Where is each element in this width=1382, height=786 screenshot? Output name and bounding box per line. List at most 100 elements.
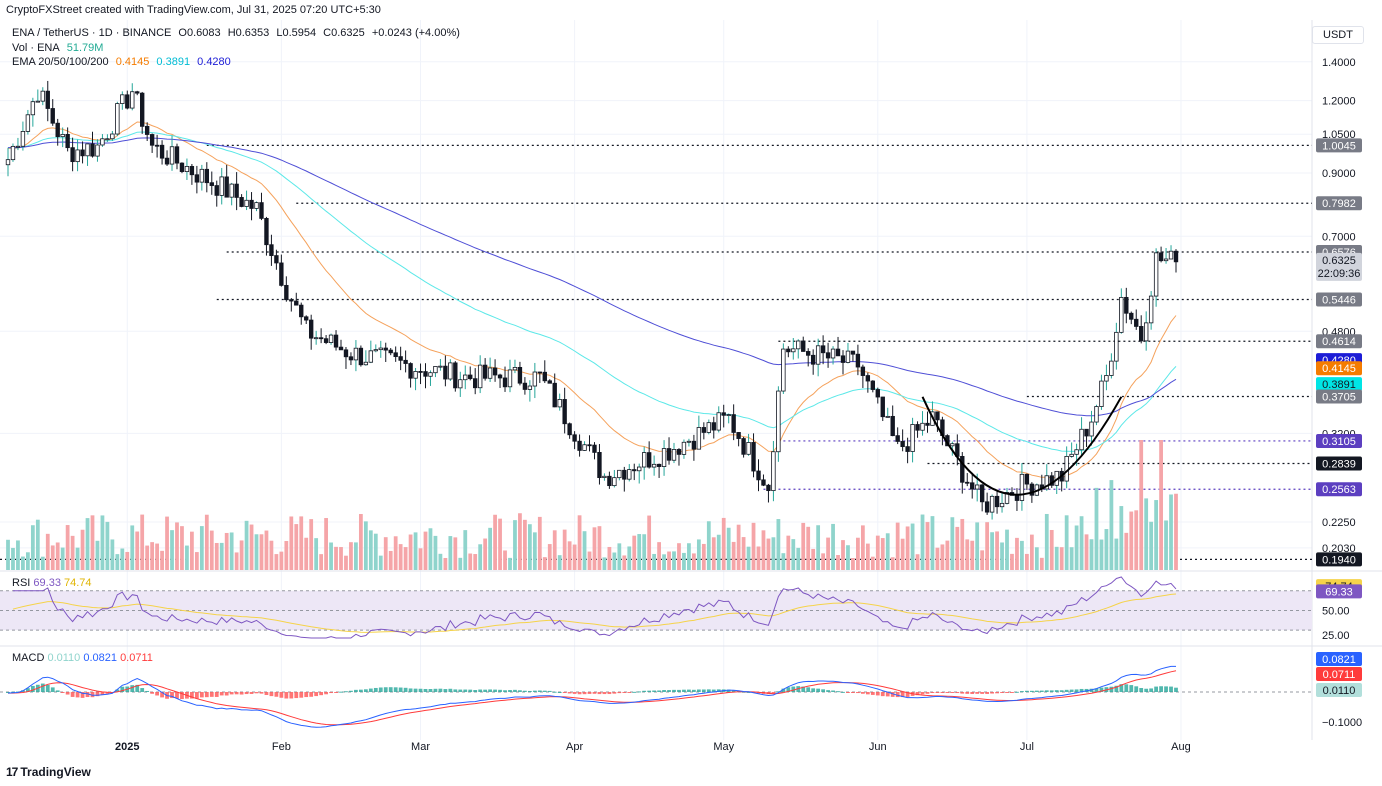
volume-bar [647,515,652,570]
candle-body [766,484,771,492]
volume-bar [523,519,527,570]
candle-body [736,432,741,439]
candle-body [135,91,140,94]
candle-body [1099,380,1104,407]
macd-histogram-bar [915,692,920,696]
volume-bar [781,553,786,570]
macd-histogram-bar [1034,690,1039,692]
price-tag: 0.3705 [1316,389,1362,404]
symbol-name[interactable]: ENA / TetherUS · 1D · BINANCE [12,27,172,39]
macd-histogram-bar [239,692,244,695]
macd-histogram-bar [373,687,378,692]
candle-body [373,349,378,352]
candle-body [179,162,185,172]
ema-legend[interactable]: EMA 20/50/100/200 0.4145 0.3891 0.4280 [12,56,235,68]
macd-histogram-bar [130,685,135,692]
volume-bar [851,557,855,570]
candle-body [323,338,329,343]
macd-histogram-bar [1094,688,1099,692]
volume-bar [662,554,666,570]
volume-bar [746,546,751,570]
rsi-legend[interactable]: RSI 69.33 74.74 [12,577,92,589]
price-tag: 0.2563 [1316,482,1362,497]
symbol-legend: ENA / TetherUS · 1D · BINANCE O0.6083 H0… [12,27,464,39]
volume-bar [80,529,85,570]
macd-histogram-bar [801,686,806,692]
candle-body [850,350,856,355]
volume-bar [816,525,821,570]
volume-bar [527,524,532,570]
macd-histogram-bar [219,692,224,696]
volume-bar [607,546,612,570]
macd-histogram-bar [75,692,80,698]
volume-bar [25,552,30,570]
volume-bar [602,557,607,570]
macd-histogram-bar [493,689,497,692]
volume-bar [642,534,647,570]
candle-body [741,438,746,455]
volume-legend[interactable]: Vol · ENA 51.79M [12,42,107,54]
candle-body [557,399,562,408]
candle-body [989,495,995,513]
candle-body [656,463,662,467]
tradingview-logo[interactable]: 17 TradingView [6,765,91,779]
macd-histogram-bar [731,690,736,692]
macd-histogram-bar [45,684,50,692]
macd-histogram-bar [696,689,701,692]
macd-histogram-bar [294,692,299,699]
volume-bar [711,537,716,570]
macd-histogram-bar [925,692,930,694]
volume-value: 51.79M [66,42,104,54]
volume-bar [766,538,771,570]
open-value: O0.6083 [178,27,221,39]
candle-body [552,382,557,408]
macd-histogram-bar [180,692,184,700]
candle-body [607,475,612,487]
volume-bar [1049,529,1054,570]
candle-body [487,367,493,379]
macd-histogram-bar [617,692,622,694]
candle-body [463,374,468,381]
macd-histogram-bar [806,687,811,692]
macd-tag-label: 0.0711 [1323,669,1356,681]
candle-body [477,364,483,389]
price-tag-bg [1316,138,1362,153]
macd-histogram-bar [483,689,488,692]
macd-histogram-bar [1169,686,1173,692]
candle-body [209,182,214,186]
macd-histogram-bar [612,692,617,694]
macd-histogram-bar [170,692,174,699]
macd-histogram-bar [334,692,338,693]
macd-histogram-bar [349,690,353,692]
macd-histogram-bar [602,692,607,695]
volume-bar [90,515,95,570]
macd-histogram-bar [811,688,816,692]
candle-body [199,168,205,183]
candle-body [1168,250,1174,260]
volume-bar [687,543,691,570]
price-tag-label: 1.0045 [1322,140,1356,152]
macd-legend[interactable]: MACD 0.0110 0.0821 0.0711 [12,652,153,664]
macd-histogram-bar [995,692,999,694]
macd-histogram-bar [816,688,821,692]
volume-bar [264,530,269,570]
macd-histogram-bar [453,689,458,692]
volume-bar [716,534,721,570]
volume-bar [1119,506,1124,570]
volume-bar [40,556,45,570]
volume-bar [1114,538,1119,570]
volume-bar [965,539,970,570]
volume-bar [1089,539,1094,570]
candle-body [771,451,776,492]
candle-body [55,122,60,138]
candle-body [313,337,319,340]
volume-bar [597,526,602,570]
candle-body [830,348,836,359]
macd-histogram-bar [209,692,214,697]
price-tag-label: 0.4614 [1322,336,1356,348]
volume-bar [383,537,388,570]
currency-button[interactable]: USDT [1312,26,1364,44]
candle-body [681,441,687,455]
candle-body [254,202,259,209]
